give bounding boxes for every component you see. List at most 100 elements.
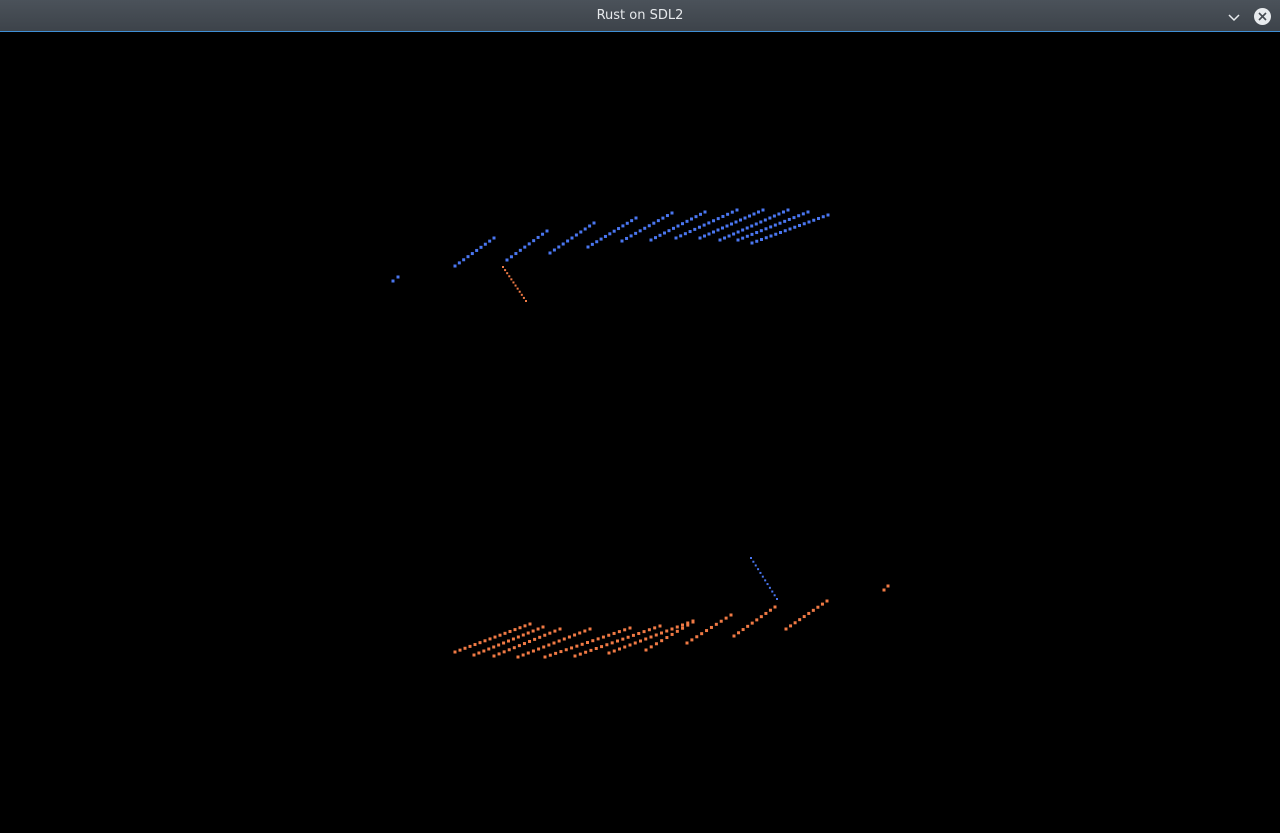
particle	[771, 590, 774, 593]
particle	[748, 214, 751, 218]
particle	[695, 635, 699, 639]
particle	[457, 261, 461, 265]
particle	[667, 229, 671, 233]
particle	[759, 229, 763, 233]
particle	[754, 222, 758, 226]
particle	[502, 641, 506, 645]
particle	[493, 635, 497, 639]
particle	[512, 646, 516, 650]
particle	[523, 624, 527, 628]
particle	[497, 643, 501, 647]
particle	[612, 631, 616, 635]
particle	[592, 221, 596, 225]
particle	[511, 637, 515, 641]
particle	[547, 643, 551, 647]
particle	[483, 242, 487, 246]
particle	[797, 214, 801, 218]
particle	[575, 644, 579, 648]
particle	[548, 631, 552, 635]
particle	[528, 622, 532, 626]
particle	[661, 216, 665, 220]
particle	[554, 651, 558, 655]
particle	[466, 255, 470, 259]
particle	[721, 214, 725, 218]
minimize-menu-button[interactable]	[1224, 6, 1244, 26]
particle	[482, 649, 486, 653]
particle	[793, 225, 797, 229]
particle	[774, 232, 778, 236]
title-bar[interactable]: Rust on SDL2	[0, 0, 1280, 32]
particle	[583, 227, 587, 231]
particle	[621, 637, 625, 641]
close-button[interactable]	[1252, 6, 1272, 26]
particle	[492, 236, 496, 240]
particle	[628, 643, 632, 647]
particle	[505, 258, 509, 262]
particle	[561, 242, 565, 246]
particle	[503, 631, 507, 635]
particle	[745, 234, 749, 238]
window-title: Rust on SDL2	[596, 8, 684, 23]
particle	[773, 594, 776, 597]
particle	[683, 232, 687, 236]
particle	[752, 212, 756, 216]
particle	[781, 210, 785, 214]
particle	[531, 629, 535, 633]
particle	[783, 229, 787, 233]
particle	[759, 571, 762, 574]
particle	[584, 650, 588, 654]
particle	[653, 626, 657, 630]
particle	[656, 219, 660, 223]
render-canvas[interactable]	[0, 33, 1280, 833]
particle	[649, 635, 653, 639]
particle	[621, 224, 625, 228]
particle	[658, 624, 662, 628]
particle	[548, 653, 552, 657]
particle	[693, 227, 697, 231]
particle	[518, 290, 521, 293]
particle	[709, 625, 713, 629]
particle	[453, 650, 457, 654]
particle	[557, 245, 561, 249]
particle	[463, 646, 467, 650]
particle	[586, 641, 589, 644]
particle	[508, 629, 512, 633]
particle	[764, 579, 767, 582]
particle	[807, 220, 811, 224]
particle	[725, 224, 729, 228]
particle	[754, 564, 757, 567]
particle	[610, 641, 614, 645]
particle	[634, 231, 638, 235]
particle	[760, 238, 763, 241]
particle	[629, 234, 633, 238]
particle	[688, 230, 692, 234]
particle	[699, 212, 702, 216]
particle	[886, 584, 890, 588]
particle	[522, 296, 525, 299]
particle	[789, 624, 793, 628]
particle	[510, 278, 513, 281]
particle	[607, 651, 611, 655]
particle	[468, 644, 472, 648]
particle	[543, 655, 547, 659]
particle	[536, 235, 540, 239]
particle	[679, 234, 683, 238]
particle	[506, 272, 509, 275]
particle	[502, 650, 506, 654]
particle	[750, 224, 754, 228]
particle	[562, 637, 566, 641]
particle	[768, 216, 772, 220]
particle	[727, 234, 731, 238]
particle	[625, 221, 629, 225]
particle	[542, 645, 546, 649]
particle	[552, 248, 556, 252]
particle	[882, 588, 886, 592]
particle	[676, 224, 680, 228]
particle	[654, 633, 658, 637]
particle	[798, 618, 802, 622]
particle	[675, 629, 679, 633]
particle	[536, 627, 540, 631]
particle	[516, 287, 519, 290]
particle	[600, 645, 604, 649]
particle	[700, 632, 704, 636]
